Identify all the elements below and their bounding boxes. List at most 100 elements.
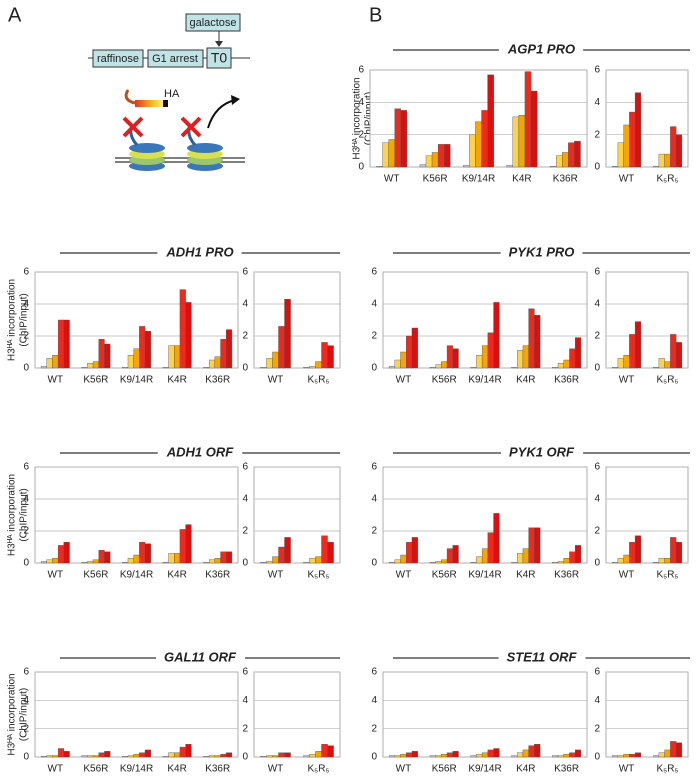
bar [517, 553, 524, 564]
bar [98, 339, 105, 369]
bar [400, 753, 407, 758]
bar [530, 90, 538, 168]
bar [46, 559, 53, 564]
bar [435, 561, 442, 564]
x-tick-label: K36R [205, 375, 230, 386]
x-tick-label: WT [396, 764, 412, 775]
y-tick-label: 4 [371, 299, 377, 310]
title-backdrop [498, 649, 586, 665]
bar [226, 329, 233, 369]
tag-label: HA [164, 88, 180, 100]
bar [327, 345, 334, 369]
bar [394, 108, 402, 168]
bar [664, 558, 671, 564]
bar [260, 562, 267, 564]
bar [81, 755, 88, 758]
x-tick-label: K₅R₅ [657, 375, 679, 386]
bar [675, 542, 683, 564]
x-tick-label: K4R [512, 174, 531, 185]
x-tick-label: K₅R₅ [657, 174, 679, 185]
bar [629, 542, 636, 564]
y-tick-label: 4 [242, 695, 248, 706]
bar [611, 165, 619, 168]
y-tick-label: 0 [23, 752, 29, 763]
bar [63, 751, 70, 758]
tail [124, 89, 136, 105]
y-tick-label: 6 [23, 462, 29, 473]
bar [429, 367, 436, 369]
y-tick-label: 2 [594, 526, 600, 537]
step-label: raffinose [97, 53, 139, 65]
chart-title: STE11 ORF [507, 649, 578, 664]
bar [87, 755, 94, 758]
bar [675, 342, 683, 369]
bar [220, 339, 227, 369]
x-tick-label: WT [268, 375, 284, 386]
bar [652, 367, 660, 369]
y-tick-label: 6 [242, 267, 248, 278]
y-tick-label: 6 [23, 267, 29, 278]
bar [309, 366, 316, 369]
bar [185, 524, 192, 564]
bar [469, 134, 476, 168]
x-tick-label: K₅R₅ [308, 764, 330, 775]
y-tick-label: 4 [242, 494, 248, 505]
bar [574, 545, 582, 564]
bar [208, 755, 216, 758]
y-tick-label: 0 [242, 752, 248, 763]
bar [452, 751, 459, 758]
y-tick-label: 0 [594, 558, 600, 569]
x-tick-label: K36R [554, 375, 579, 386]
bar [670, 537, 677, 564]
bar [568, 142, 575, 168]
bar [40, 756, 47, 758]
bar [487, 332, 494, 369]
bar [569, 551, 576, 564]
bar [57, 748, 65, 758]
y-tick-label: 0 [23, 558, 29, 569]
x-tick-label: K4R [167, 570, 186, 581]
bar [388, 139, 395, 168]
x-tick-label: K₅R₅ [657, 570, 679, 581]
y-axis-label: (ChIP/input) [19, 488, 30, 541]
bar [57, 319, 65, 369]
bar [376, 165, 383, 168]
bar [452, 348, 459, 369]
bar [487, 749, 494, 758]
chart-title: ADH1 PRO [165, 244, 233, 259]
bar [208, 559, 216, 564]
y-tick-label: 4 [594, 97, 600, 108]
bar [168, 345, 175, 369]
x-tick-label: WT [396, 375, 412, 386]
bar [629, 111, 636, 168]
bar [174, 345, 181, 369]
bar [481, 110, 488, 168]
x-tick-label: K₅R₅ [308, 570, 330, 581]
bar [400, 351, 407, 369]
bar [517, 752, 524, 758]
bar [623, 554, 630, 564]
bar [57, 545, 65, 564]
bar [394, 755, 401, 758]
diagram: raffinose G1 arrest T0 galactose HA [88, 13, 250, 171]
y-axis-label: H3ᴴᴬ incorporation [7, 673, 18, 755]
x-tick-label: K56R [432, 570, 457, 581]
x-tick-label: K9/14R [120, 764, 153, 775]
bar [435, 755, 442, 758]
x-tick-label: WT [619, 764, 635, 775]
bar [63, 319, 70, 369]
bar [87, 561, 94, 564]
bar [260, 756, 267, 758]
bar [394, 559, 401, 564]
x-tick-label: K4R [516, 764, 535, 775]
bar [303, 367, 310, 369]
bar [406, 335, 413, 369]
bar [214, 356, 221, 369]
plot-frame [34, 671, 239, 758]
bar [81, 367, 88, 369]
y-tick-label: 2 [242, 526, 248, 537]
bar [394, 359, 401, 369]
bar [524, 71, 532, 168]
y-tick-label: 2 [594, 331, 600, 342]
bar [562, 152, 569, 168]
